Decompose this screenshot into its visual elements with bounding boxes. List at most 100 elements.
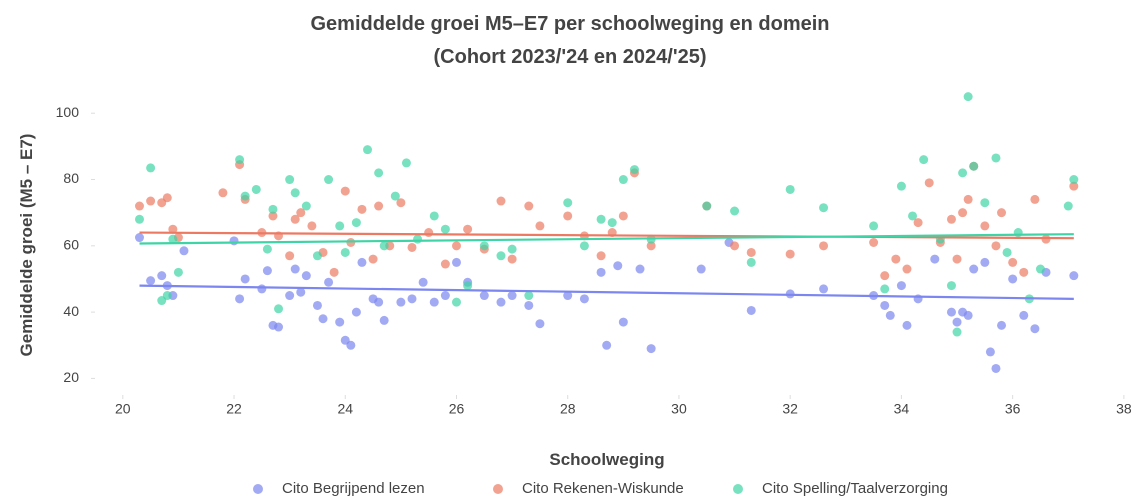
- point: [1008, 257, 1018, 267]
- point: [991, 153, 1001, 163]
- point: [896, 281, 906, 291]
- point: [730, 206, 740, 216]
- point: [285, 251, 295, 261]
- point: [285, 175, 295, 185]
- point: [440, 291, 450, 301]
- point: [746, 305, 756, 315]
- point: [146, 163, 156, 173]
- point: [880, 271, 890, 281]
- point: [785, 249, 795, 259]
- point: [963, 194, 973, 204]
- point: [324, 277, 334, 287]
- x-tick-label: 32: [782, 401, 798, 417]
- point: [524, 201, 534, 211]
- point: [869, 221, 879, 231]
- point: [885, 310, 895, 320]
- legend-marker: [493, 484, 503, 494]
- point: [524, 291, 534, 301]
- point: [579, 241, 589, 251]
- point: [980, 198, 990, 208]
- point: [374, 168, 384, 178]
- point: [290, 188, 300, 198]
- point: [702, 201, 712, 211]
- point: [396, 198, 406, 208]
- point: [946, 281, 956, 291]
- point: [451, 241, 461, 251]
- point: [618, 175, 628, 185]
- point: [146, 196, 156, 206]
- point: [563, 211, 573, 221]
- point: [479, 291, 489, 301]
- point: [463, 281, 473, 291]
- point: [880, 300, 890, 310]
- point: [985, 347, 995, 357]
- point: [535, 319, 545, 329]
- point: [285, 291, 295, 301]
- point: [524, 300, 534, 310]
- y-tick-label: 60: [63, 237, 79, 253]
- point: [646, 241, 656, 251]
- point: [479, 241, 489, 251]
- point: [324, 175, 334, 185]
- point: [730, 241, 740, 251]
- point: [329, 267, 339, 277]
- point: [274, 322, 284, 332]
- point: [346, 238, 356, 247]
- x-tick-label: 28: [560, 401, 576, 417]
- x-tick-label: 38: [1116, 401, 1132, 417]
- point: [980, 221, 990, 231]
- point: [507, 244, 517, 254]
- point: [413, 234, 423, 244]
- point: [646, 344, 656, 354]
- point: [235, 155, 245, 165]
- point: [262, 244, 272, 254]
- point: [351, 218, 361, 228]
- point: [218, 188, 228, 198]
- chart-title: Gemiddelde groei M5–E7 per schoolweging …: [311, 13, 830, 35]
- point: [596, 214, 606, 224]
- trend-line: [139, 231, 1074, 240]
- point: [346, 340, 356, 350]
- point: [401, 158, 411, 168]
- point: [980, 257, 990, 267]
- x-tick-label: 20: [115, 401, 131, 417]
- point: [602, 340, 612, 350]
- x-tick-label: 36: [1005, 401, 1021, 417]
- point: [374, 297, 384, 307]
- point: [390, 191, 400, 201]
- point: [563, 291, 573, 301]
- y-tick-label: 80: [63, 170, 79, 186]
- point: [963, 92, 973, 102]
- point: [251, 184, 261, 194]
- point: [496, 196, 506, 206]
- point: [235, 294, 245, 304]
- trend-line: [139, 284, 1074, 300]
- point: [290, 214, 300, 224]
- point: [618, 317, 628, 327]
- y-axis-label: Gemiddelde groei (M5 – E7): [17, 134, 36, 357]
- point: [440, 259, 450, 269]
- point: [290, 264, 300, 274]
- point: [440, 224, 450, 234]
- point: [902, 264, 912, 274]
- point: [635, 264, 645, 274]
- point: [229, 236, 239, 246]
- point: [396, 297, 406, 307]
- point: [819, 284, 829, 294]
- point: [335, 221, 345, 231]
- point: [173, 267, 183, 277]
- point: [424, 228, 434, 238]
- x-tick-label: 26: [449, 401, 465, 417]
- point: [357, 257, 367, 267]
- point: [596, 251, 606, 261]
- point: [134, 201, 144, 211]
- point: [607, 218, 617, 228]
- point: [913, 218, 923, 228]
- point: [919, 155, 929, 165]
- point: [1041, 234, 1051, 244]
- point: [262, 266, 272, 276]
- point: [1008, 274, 1018, 284]
- point: [952, 327, 962, 337]
- point: [891, 254, 901, 264]
